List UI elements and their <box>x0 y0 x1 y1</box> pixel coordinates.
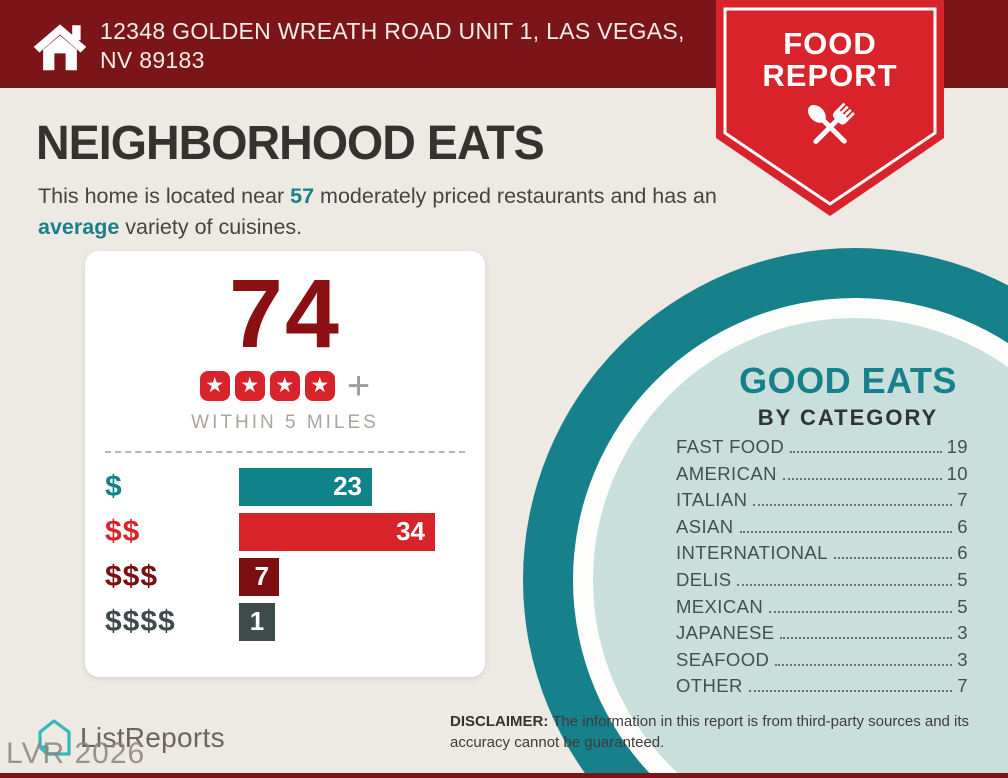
ribbon-title-line2: REPORT <box>762 58 898 93</box>
category-row: MEXICAN 5 <box>676 596 968 623</box>
category-row: OTHER 7 <box>676 675 968 702</box>
category-row: INTERNATIONAL 6 <box>676 542 968 569</box>
good-eats-subtitle: BY CATEGORY <box>757 405 939 430</box>
category-name: JAPANESE <box>676 622 775 644</box>
star-icon: ★ <box>199 370 230 401</box>
price-tier-bar-chart: $ 23 $$ 34 $$$ 7 $$$$ 1 <box>85 467 485 641</box>
score-card: 74 ★ ★ ★ ★ + WITHIN 5 MILES $ 23 $$ 34 $… <box>85 251 485 677</box>
category-row: ASIAN 6 <box>676 516 968 543</box>
dotted-leader <box>833 557 953 560</box>
radius-label: WITHIN 5 MILES <box>191 411 379 433</box>
variety-highlight: average <box>38 214 120 239</box>
price-bar: 1 <box>239 602 275 641</box>
house-icon <box>33 24 87 71</box>
watermark: LVR 2026 <box>6 737 146 770</box>
category-value: 7 <box>957 489 968 511</box>
category-value: 3 <box>957 648 968 670</box>
price-bar-row: $$$$ 1 <box>105 602 465 641</box>
category-name: ASIAN <box>676 515 734 537</box>
intro-mid: moderately priced restaurants and has an <box>314 184 717 208</box>
page-title: NEIGHBORHOOD EATS <box>36 117 545 170</box>
category-row: DELIS 5 <box>676 569 968 596</box>
category-value: 10 <box>946 462 968 484</box>
category-row: JAPANESE 3 <box>676 622 968 649</box>
category-row: AMERICAN 10 <box>676 463 968 490</box>
category-value: 6 <box>957 515 968 537</box>
good-eats-title: GOOD EATS <box>739 360 957 401</box>
star-rating: ★ ★ ★ ★ + <box>85 363 485 408</box>
restaurant-score: 74 <box>229 259 341 368</box>
category-name: ITALIAN <box>676 489 748 511</box>
price-bar: 34 <box>239 512 435 551</box>
dotted-leader <box>769 610 953 613</box>
star-icon: ★ <box>269 370 300 401</box>
category-row: FAST FOOD 19 <box>676 436 968 463</box>
price-bar-row: $$$ 7 <box>105 557 465 596</box>
dotted-leader <box>753 504 953 507</box>
disclaimer-text: The information in this report is from t… <box>450 713 970 751</box>
ribbon-title-line1: FOOD <box>783 26 877 61</box>
star-icon: ★ <box>304 370 335 401</box>
dotted-leader <box>748 690 953 693</box>
price-tier-label: $$$ <box>105 559 159 593</box>
price-bar-value: 23 <box>333 471 362 502</box>
category-row: SEAFOOD 3 <box>676 649 968 676</box>
plus-icon: + <box>346 363 371 408</box>
category-value: 7 <box>957 675 968 697</box>
bottom-accent-strip <box>0 773 1008 778</box>
category-value: 5 <box>957 568 968 590</box>
price-bar: 23 <box>239 467 372 506</box>
category-value: 5 <box>957 595 968 617</box>
category-value: 6 <box>957 542 968 564</box>
price-bar-row: $ 23 <box>105 467 465 506</box>
category-name: MEXICAN <box>676 595 764 617</box>
ribbon-shape <box>716 0 944 216</box>
property-address: 12348 GOLDEN WREATH ROAD UNIT 1, LAS VEG… <box>100 18 685 73</box>
price-tier-label: $$ <box>105 514 141 548</box>
disclaimer-label: DISCLAIMER: <box>450 713 549 730</box>
dotted-leader <box>737 583 953 586</box>
brand-name: ListReports <box>80 722 225 753</box>
star-icon: ★ <box>234 370 265 401</box>
dotted-leader <box>739 530 953 533</box>
price-bar-value: 34 <box>396 516 425 547</box>
intro-pre: This home is located near <box>38 184 291 208</box>
good-eats-circle: GOOD EATS BY CATEGORY FAST FOOD 19 AMERIC… <box>523 248 1008 778</box>
disclaimer: DISCLAIMER: The information in this repo… <box>450 711 980 753</box>
intro-post: variety of cuisines. <box>119 214 303 239</box>
category-row: ITALIAN 7 <box>676 489 968 516</box>
category-list: FAST FOOD 19 AMERICAN 10 ITALIAN 7 ASIAN 6 I… <box>676 436 968 702</box>
dotted-leader <box>782 477 942 480</box>
price-tier-label: $ <box>105 469 123 503</box>
crossed-spoon-fork-icon <box>807 102 855 144</box>
food-report-ribbon: FOOD REPORT <box>716 0 944 218</box>
category-name: DELIS <box>676 568 732 590</box>
dotted-leader <box>790 451 942 453</box>
price-tier-label: $$$$ <box>105 604 176 638</box>
category-name: OTHER <box>676 675 743 697</box>
price-bar: 7 <box>239 557 279 596</box>
category-name: AMERICAN <box>676 462 777 484</box>
category-value: 3 <box>957 622 968 644</box>
listreports-logo-icon <box>38 719 71 756</box>
category-name: INTERNATIONAL <box>676 542 828 564</box>
listreports-brand: ListReports <box>36 718 225 758</box>
intro-text: This home is located near 57 moderately … <box>38 181 718 242</box>
category-value: 19 <box>946 436 968 457</box>
good-eats-heading: GOOD EATS BY CATEGORY <box>628 360 1008 431</box>
dashed-divider <box>105 450 465 453</box>
dotted-leader <box>775 663 953 666</box>
dotted-leader <box>780 637 953 640</box>
restaurant-count: 57 <box>290 184 315 208</box>
price-bar-value: 1 <box>249 606 265 637</box>
category-name: FAST FOOD <box>676 436 785 457</box>
price-bar-row: $$ 34 <box>105 512 465 551</box>
price-bar-value: 7 <box>254 561 269 592</box>
category-name: SEAFOOD <box>676 648 770 670</box>
